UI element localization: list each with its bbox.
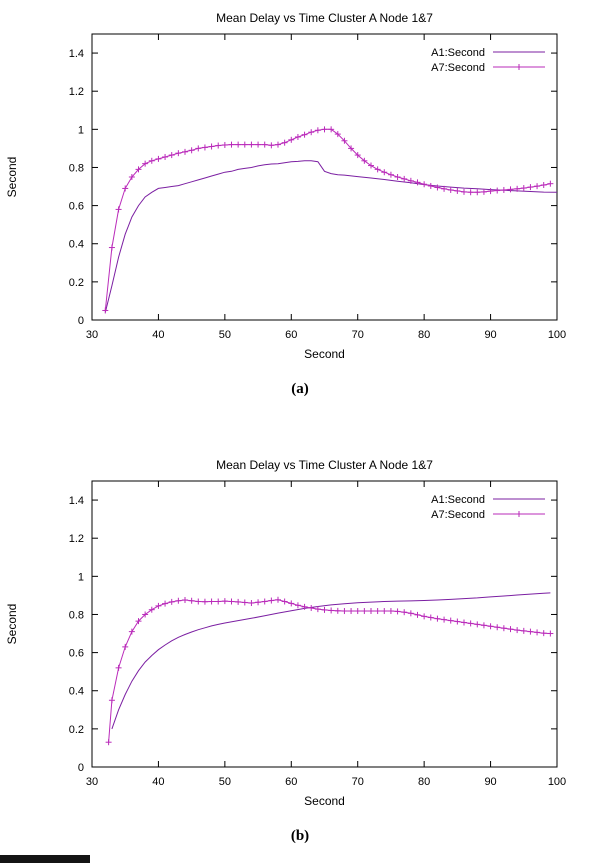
svg-text:0.2: 0.2 — [69, 724, 84, 736]
svg-text:1: 1 — [78, 571, 84, 583]
svg-text:Second: Second — [5, 157, 19, 198]
svg-text:40: 40 — [152, 776, 164, 788]
svg-text:80: 80 — [418, 329, 430, 341]
chart-a: 30 40 50 60 70 80 90 100 0 0.2 0.4 0.6 0.8 1 1.2 1.4 Mea… — [5, 11, 566, 361]
svg-text:40: 40 — [152, 329, 164, 341]
svg-text:0: 0 — [78, 762, 84, 774]
svg-text:60: 60 — [285, 329, 297, 341]
svg-text:0.4: 0.4 — [69, 239, 84, 251]
svg-text:70: 70 — [352, 776, 364, 788]
svg-text:100: 100 — [548, 329, 566, 341]
svg-text:0.2: 0.2 — [69, 277, 84, 289]
svg-text:0: 0 — [78, 315, 84, 327]
svg-text:Second: Second — [304, 794, 345, 808]
figure-b: 30 40 50 60 70 80 90 100 0 0.2 0.4 0.6 0.8 1 1.2 1.4 Mea… — [0, 453, 600, 845]
svg-text:0.8: 0.8 — [69, 609, 84, 621]
svg-text:1: 1 — [78, 124, 84, 136]
svg-text:Second: Second — [304, 347, 345, 361]
svg-text:Second: Second — [5, 604, 19, 645]
svg-text:0.6: 0.6 — [69, 201, 84, 213]
svg-text:60: 60 — [285, 776, 297, 788]
chart-b: 30 40 50 60 70 80 90 100 0 0.2 0.4 0.6 0.8 1 1.2 1.4 Mea… — [5, 458, 566, 808]
svg-text:A7:Second: A7:Second — [431, 509, 485, 521]
svg-text:1.4: 1.4 — [69, 495, 84, 507]
figure-a-caption: (a) — [291, 381, 309, 397]
svg-text:0.6: 0.6 — [69, 648, 84, 660]
svg-text:70: 70 — [352, 329, 364, 341]
svg-text:30: 30 — [86, 329, 98, 341]
svg-text:A7:Second: A7:Second — [431, 62, 485, 74]
svg-text:0.4: 0.4 — [69, 686, 84, 698]
svg-text:30: 30 — [86, 776, 98, 788]
svg-text:50: 50 — [219, 776, 231, 788]
svg-text:1.4: 1.4 — [69, 48, 84, 60]
bottom-bar — [0, 855, 90, 863]
svg-text:A1:Second: A1:Second — [431, 47, 485, 59]
svg-text:90: 90 — [484, 329, 496, 341]
svg-text:1.2: 1.2 — [69, 533, 84, 545]
svg-text:100: 100 — [548, 776, 566, 788]
svg-text:90: 90 — [484, 776, 496, 788]
figure-a: 30 40 50 60 70 80 90 100 0 0.2 0.4 0.6 0.8 1 1.2 1.4 Mea… — [0, 6, 600, 398]
svg-text:A1:Second: A1:Second — [431, 494, 485, 506]
svg-text:Mean Delay vs Time Cluster A N: Mean Delay vs Time Cluster A Node 1&7 — [216, 11, 433, 25]
svg-text:Mean Delay vs Time Cluster A N: Mean Delay vs Time Cluster A Node 1&7 — [216, 458, 433, 472]
svg-text:0.8: 0.8 — [69, 162, 84, 174]
svg-text:80: 80 — [418, 776, 430, 788]
svg-text:50: 50 — [219, 329, 231, 341]
svg-text:1.2: 1.2 — [69, 86, 84, 98]
figure-b-caption: (b) — [290, 828, 310, 844]
